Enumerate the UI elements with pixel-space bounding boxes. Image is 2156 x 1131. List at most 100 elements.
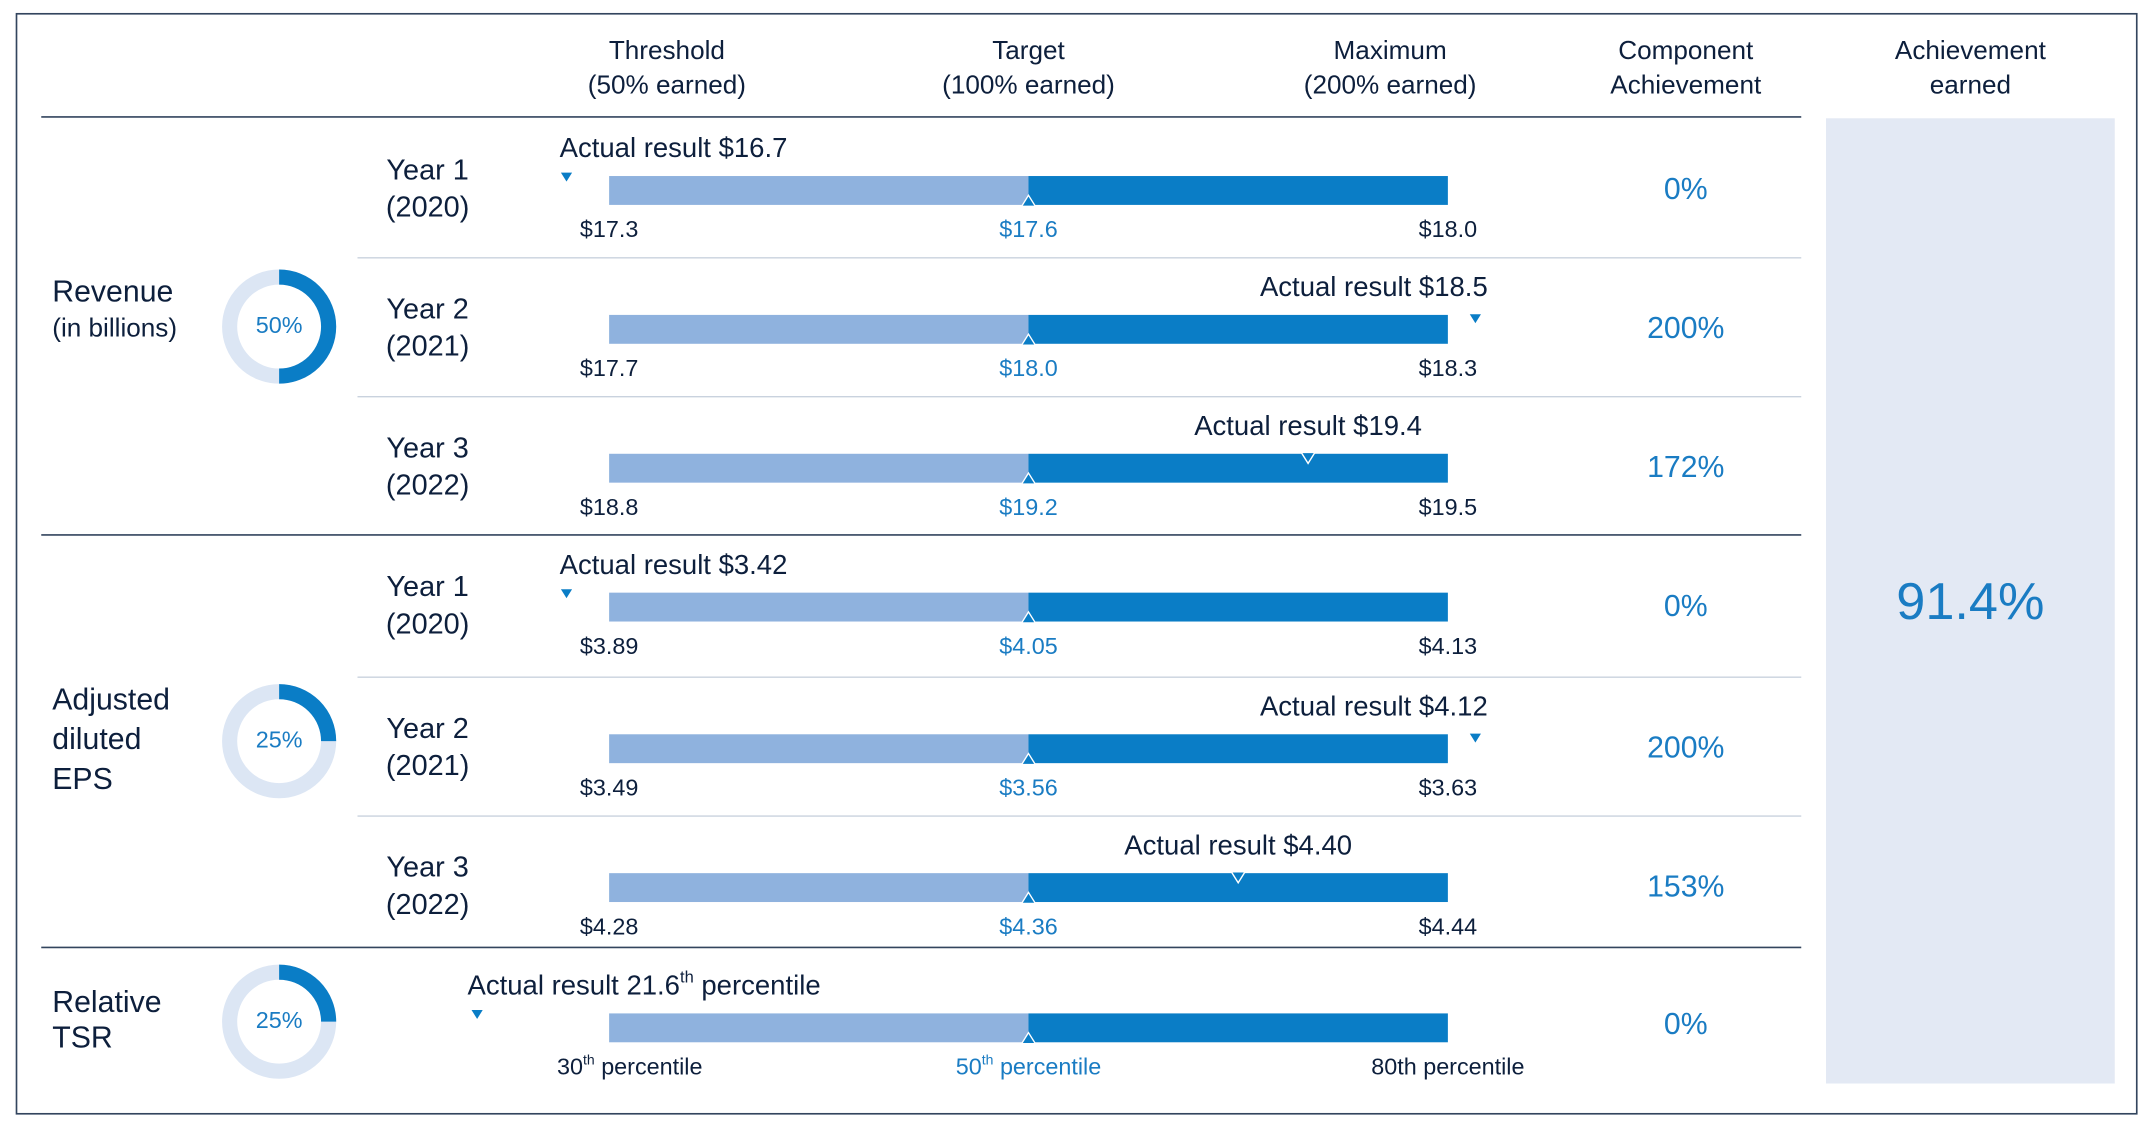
period: Year 1 (386, 155, 468, 187)
component-achievement: 172% (1647, 451, 1724, 484)
threshold-label: $17.7 (580, 355, 638, 381)
bar-lower (609, 453, 1029, 483)
column-header: (50% earned) (588, 70, 746, 100)
metric-name: Relative (52, 986, 161, 1019)
metric-name: (in billions) (52, 312, 177, 342)
target-label: $19.2 (999, 494, 1057, 520)
column-header: Maximum (1334, 35, 1447, 65)
actual-label: Actual result $3.42 (560, 549, 788, 580)
column-header: earned (1930, 70, 2011, 100)
threshold-label: $3.89 (580, 633, 638, 659)
target-label: $4.05 (999, 633, 1057, 659)
bar-upper (1028, 453, 1448, 483)
component-achievement: 0% (1664, 173, 1708, 206)
bar-lower (609, 314, 1029, 344)
target-label: $4.36 (999, 913, 1057, 939)
bar-upper (1028, 314, 1448, 344)
maximum-label: $18.3 (1419, 355, 1477, 381)
period: Year 3 (386, 432, 468, 464)
donut-arc (278, 964, 337, 1023)
target-label: $17.6 (999, 216, 1057, 242)
actual-marker (469, 1008, 486, 1022)
target-marker (1020, 610, 1037, 624)
maximum-label: $19.5 (1419, 494, 1477, 520)
actual-label: Actual result $18.5 (1260, 271, 1488, 302)
actual-marker (558, 587, 575, 601)
bar-upper (1028, 592, 1448, 622)
actual-label: Actual result $4.12 (1260, 690, 1488, 721)
threshold-label: $4.28 (580, 913, 638, 939)
achievement-earned: 91.4% (1896, 573, 2044, 631)
actual-marker (1230, 871, 1247, 885)
actual-marker (1299, 451, 1317, 465)
period: (2021) (386, 750, 469, 782)
period: (2022) (386, 889, 469, 921)
column-header: Threshold (609, 35, 725, 65)
period: Year 3 (386, 852, 468, 884)
target-label: 50th percentile (956, 1051, 1101, 1079)
period: (2020) (386, 608, 469, 640)
maximum-label: $4.44 (1419, 913, 1477, 939)
donut-label: 25% (256, 1007, 303, 1033)
period: (2020) (386, 192, 469, 224)
target-label: $3.56 (999, 774, 1057, 800)
component-achievement: 200% (1647, 731, 1724, 764)
column-header: Target (992, 35, 1065, 65)
actual-marker (1467, 732, 1484, 746)
maximum-label: $4.13 (1419, 633, 1477, 659)
maximum-label: $18.0 (1419, 216, 1477, 242)
target-label-part: 50 (956, 1054, 982, 1080)
threshold-label-part: th (583, 1051, 595, 1067)
bar-upper (1028, 176, 1448, 205)
bar-lower (609, 873, 1029, 903)
target-marker (1020, 891, 1037, 905)
actual-label-part: th (680, 969, 694, 987)
bar-lower (609, 592, 1029, 622)
component-achievement: 0% (1664, 1008, 1708, 1041)
actual-label: Actual result $19.4 (1194, 410, 1422, 441)
metric-name: diluted (52, 723, 141, 756)
target-label-part: th (982, 1051, 994, 1067)
bar-lower (609, 176, 1029, 205)
metric-name: TSR (52, 1022, 113, 1055)
threshold-label: $18.8 (580, 494, 638, 520)
bar-lower (609, 1013, 1029, 1043)
donut-label: 25% (256, 726, 303, 752)
target-label-part: percentile (993, 1054, 1101, 1080)
metric-name: Adjusted (52, 683, 170, 716)
threshold-label-part: 30 (557, 1054, 583, 1080)
column-header: Component (1618, 35, 1754, 65)
bar-upper (1028, 734, 1448, 764)
actual-label-part: Actual result 21.6 (468, 970, 680, 1001)
actual-label: Actual result $16.7 (560, 132, 788, 163)
target-marker (1020, 1031, 1037, 1045)
component-achievement: 153% (1647, 870, 1724, 903)
threshold-label: $3.49 (580, 774, 638, 800)
column-header: Achievement (1895, 35, 2047, 65)
maximum-label: $3.63 (1419, 774, 1477, 800)
component-achievement: 200% (1647, 312, 1724, 345)
donut-arc (278, 269, 337, 384)
donut-arc (278, 684, 337, 742)
actual-marker (1467, 312, 1484, 326)
column-header: (200% earned) (1304, 70, 1477, 100)
period: (2021) (386, 331, 469, 363)
frame (15, 12, 2138, 1115)
maximum-label: 80th percentile (1371, 1054, 1524, 1080)
column-header: Achievement (1610, 70, 1762, 100)
metric-name: Revenue (52, 276, 173, 309)
actual-marker (558, 171, 575, 185)
component-achievement: 0% (1664, 590, 1708, 623)
metric-name: EPS (52, 763, 113, 796)
threshold-label-part: percentile (595, 1054, 703, 1080)
period: (2022) (386, 469, 469, 501)
period: Year 1 (386, 571, 468, 603)
threshold-label: 30th percentile (557, 1051, 702, 1079)
target-label: $18.0 (999, 355, 1057, 381)
threshold-label: $17.3 (580, 216, 638, 242)
actual-label: Actual result $4.40 (1124, 829, 1352, 860)
bar-lower (609, 734, 1029, 764)
target-marker (1020, 332, 1037, 346)
period: Year 2 (386, 293, 468, 325)
